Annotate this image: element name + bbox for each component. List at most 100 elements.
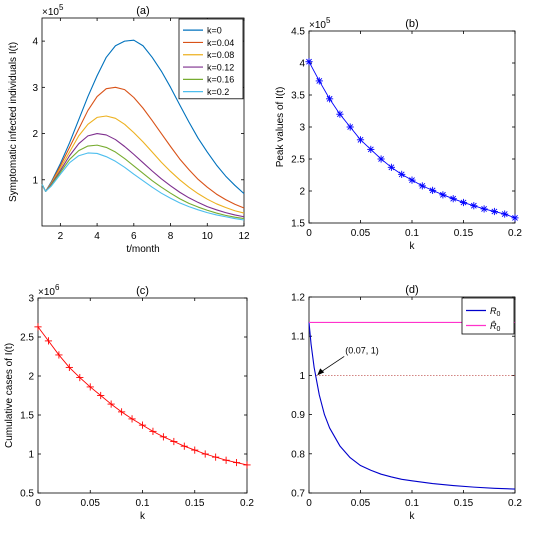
x-tick-label: 2 bbox=[58, 231, 64, 242]
x-tick-label: 8 bbox=[168, 231, 174, 242]
y-tick-label: 1.2 bbox=[291, 293, 305, 304]
marker-stroke bbox=[512, 214, 518, 221]
data-point-marker bbox=[470, 202, 478, 210]
marker-stroke bbox=[357, 136, 364, 143]
marker-stroke bbox=[316, 78, 323, 84]
data-point-marker bbox=[387, 163, 395, 171]
y-tick-label: 4.5 bbox=[291, 27, 305, 38]
data-point-marker bbox=[305, 58, 313, 66]
y-tick-label: 3.5 bbox=[291, 91, 305, 102]
x-tick-label: 0.15 bbox=[185, 498, 205, 509]
y-tick-label: 0.9 bbox=[291, 410, 305, 421]
x-tick-label: 0.2 bbox=[508, 498, 522, 509]
legend-entry: k=0.08 bbox=[207, 50, 234, 60]
y-tick-label: 3 bbox=[299, 123, 305, 134]
panel-c: 0 0.05 0.1 0.15 0.2 0.5 1 1.5 2 2.5 3 ×10 6 (c) k Cumul… bbox=[4, 283, 254, 522]
data-point-marker bbox=[138, 421, 147, 429]
data-point-marker bbox=[212, 453, 220, 461]
y-axis-label: Symptomatic infected individuals I(t) bbox=[8, 42, 19, 202]
data-point-marker bbox=[191, 446, 199, 454]
marker-stroke bbox=[450, 195, 457, 202]
data-point-marker bbox=[76, 373, 84, 382]
x-tick-label: 10 bbox=[202, 231, 214, 242]
x-tick-label: 0.05 bbox=[81, 498, 101, 509]
legend-entry: k=0.12 bbox=[207, 62, 234, 72]
y-tick-label: 4 bbox=[32, 37, 38, 48]
data-point-marker bbox=[243, 461, 251, 469]
data-point-marker bbox=[326, 95, 334, 103]
series-line-k-0-12 bbox=[41, 133, 245, 218]
y-multiplier: ×10 bbox=[42, 7, 59, 18]
y-axis-label: Cumulative cases of I(t) bbox=[4, 343, 15, 448]
series-line-k-0-04 bbox=[41, 86, 245, 209]
marker-stroke bbox=[501, 211, 508, 217]
y-multiplier-exponent: 6 bbox=[55, 283, 60, 292]
y-multiplier-exponent: 5 bbox=[59, 3, 64, 12]
data-point-marker bbox=[367, 145, 375, 153]
y-multiplier: ×10 bbox=[38, 287, 55, 298]
y-axis-label: Peak values of I(t) bbox=[275, 87, 286, 168]
data-point-marker bbox=[490, 207, 498, 216]
series-line-k-0-16 bbox=[41, 144, 245, 220]
data-point-marker bbox=[128, 415, 136, 423]
x-axis-label: k bbox=[140, 511, 146, 522]
panel-title: (d) bbox=[405, 284, 418, 296]
panel-title: (b) bbox=[405, 18, 418, 30]
x-tick-label: 0.1 bbox=[405, 498, 419, 509]
y-tick-label: 4 bbox=[299, 59, 305, 70]
x-tick-label: 0.15 bbox=[454, 228, 474, 239]
data-point-marker bbox=[459, 198, 468, 207]
data-point-marker bbox=[480, 205, 488, 213]
y-tick-label: 0.8 bbox=[291, 449, 305, 460]
marker-stroke bbox=[429, 187, 436, 194]
marker-stroke bbox=[419, 182, 426, 189]
legend-entry: R0 bbox=[490, 306, 501, 318]
y-tick-label: 2 bbox=[299, 187, 305, 198]
y-multiplier: ×10 bbox=[309, 20, 326, 31]
data-point-marker bbox=[408, 176, 416, 184]
series-line-k-0-2 bbox=[41, 152, 245, 221]
legend-box bbox=[461, 297, 515, 335]
data-point-marker bbox=[429, 186, 437, 194]
data-point-marker bbox=[336, 110, 344, 118]
data-point-marker bbox=[501, 210, 509, 218]
y-tick-label: 0.5 bbox=[20, 489, 34, 500]
x-axis-label: t/month bbox=[126, 244, 159, 255]
marker-stroke bbox=[306, 58, 312, 65]
panel-title: (c) bbox=[136, 285, 149, 297]
y-tick-label: 0.7 bbox=[291, 489, 305, 500]
legend-entry: k=0.16 bbox=[207, 75, 234, 85]
data-point-marker bbox=[346, 123, 354, 131]
y-tick-label: 1.1 bbox=[291, 332, 305, 343]
x-tick-label: 4 bbox=[94, 231, 100, 242]
data-point-marker bbox=[44, 337, 53, 345]
x-tick-label: 0 bbox=[306, 498, 312, 509]
data-point-marker bbox=[398, 170, 406, 178]
plot-frame bbox=[308, 30, 516, 224]
x-tick-label: 0.1 bbox=[405, 228, 419, 239]
y-tick-label: 1.5 bbox=[20, 411, 34, 422]
marker-stroke bbox=[326, 95, 333, 102]
data-point-marker bbox=[439, 191, 447, 199]
legend-entry: k=0.2 bbox=[207, 87, 229, 97]
data-point-marker bbox=[356, 136, 365, 144]
y-tick-label: 2 bbox=[28, 372, 34, 383]
data-point-marker bbox=[377, 155, 385, 163]
x-tick-label: 0 bbox=[35, 498, 41, 509]
series-line-R bbox=[308, 322, 516, 490]
y-tick-label: 2 bbox=[32, 129, 38, 140]
marker-stroke bbox=[336, 111, 343, 118]
x-tick-label: 0.15 bbox=[454, 498, 474, 509]
marker-stroke bbox=[398, 171, 405, 178]
y-tick-label: 1 bbox=[28, 450, 34, 461]
marker-stroke bbox=[409, 177, 415, 184]
marker-stroke bbox=[470, 202, 477, 209]
data-point-marker bbox=[86, 383, 94, 391]
data-point-marker bbox=[107, 400, 115, 408]
legend: k=0 k=0.04 k=0.08 k=0.12 k=0.16 k=0.2 bbox=[178, 18, 244, 100]
data-point-marker bbox=[511, 214, 519, 222]
annotation-arrow-shaft bbox=[319, 356, 345, 373]
marker-stroke bbox=[491, 208, 498, 215]
y-tick-label: 2.5 bbox=[291, 155, 305, 166]
